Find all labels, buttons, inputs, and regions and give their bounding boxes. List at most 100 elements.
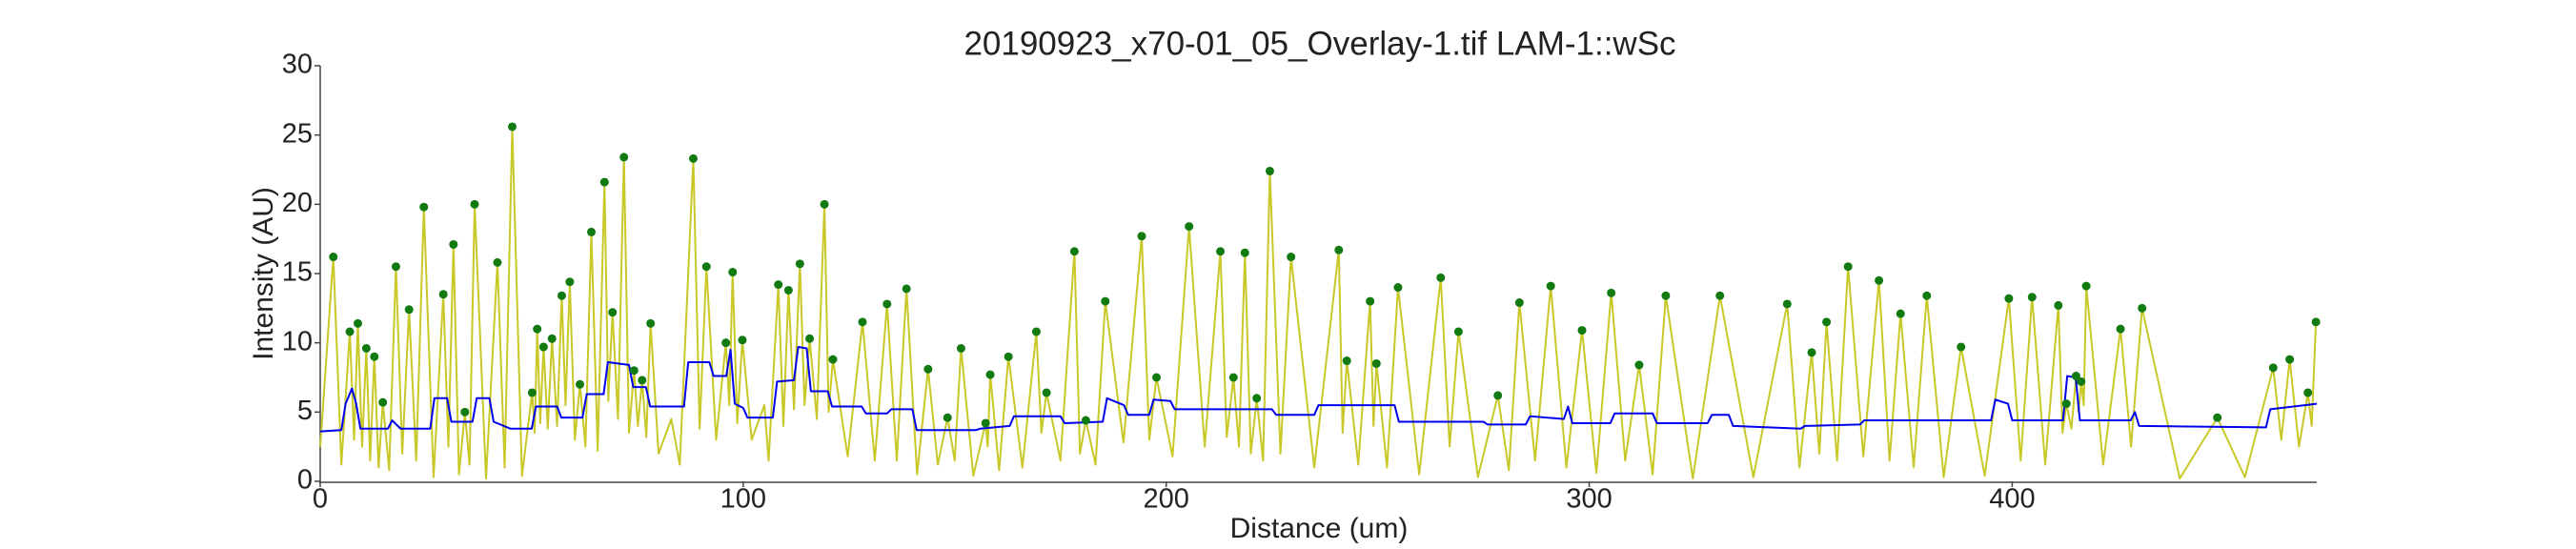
peak-marker [985, 370, 995, 379]
peak-marker [1081, 416, 1090, 425]
peak-marker [619, 152, 629, 162]
peak-marker [1807, 348, 1816, 357]
peak-marker [1715, 291, 1725, 300]
peak-marker [1069, 247, 1079, 256]
peak-marker [858, 317, 867, 327]
peak-marker [638, 376, 647, 385]
peak-marker [1240, 248, 1249, 257]
peak-marker [923, 364, 933, 374]
peak-marker [629, 366, 639, 376]
peak-marker [805, 334, 815, 343]
peak-marker [547, 334, 557, 343]
peak-marker [1152, 373, 1162, 382]
peak-marker [2061, 399, 2071, 409]
peak-marker [1252, 394, 1262, 403]
peak-marker [361, 343, 371, 353]
peak-marker [1366, 296, 1375, 306]
peak-marker [449, 239, 458, 249]
peak-marker [981, 418, 990, 428]
peak-marker [2285, 355, 2295, 364]
peak-marker [1453, 327, 1463, 336]
x-tick-label: 100 [720, 484, 766, 515]
y-tick-label: 10 [282, 326, 313, 356]
peak-marker [587, 227, 597, 236]
peak-marker [1393, 283, 1403, 293]
peak-marker [882, 299, 892, 309]
peak-marker [404, 305, 414, 315]
peak-marker [902, 284, 911, 294]
chart-title: 20190923_x70-01_05_Overlay-1.tif LAM-1::… [963, 25, 1675, 62]
peak-marker [1004, 352, 1013, 361]
y-tick-label: 15 [282, 257, 313, 288]
y-tick-label: 25 [282, 118, 313, 149]
peak-marker [1371, 358, 1381, 368]
peak-marker [391, 262, 400, 272]
peak-marker [1782, 299, 1792, 309]
peak-marker [1342, 356, 1351, 366]
peak-marker [1514, 298, 1524, 308]
peak-marker [354, 318, 363, 328]
x-tick-label: 200 [1144, 484, 1189, 515]
peak-marker [419, 202, 429, 212]
peak-marker [438, 290, 448, 299]
peak-marker [345, 327, 355, 336]
peak-marker [1101, 296, 1110, 306]
peak-marker [370, 352, 379, 361]
peak-marker [1287, 253, 1296, 262]
peak-marker [378, 397, 388, 407]
y-tick-label: 0 [297, 465, 313, 496]
peak-marker [1875, 275, 1884, 285]
peak-marker [2138, 303, 2147, 313]
peak-marker [2027, 293, 2037, 302]
x-tick-label: 0 [313, 484, 328, 515]
x-tick-label: 300 [1566, 484, 1612, 515]
peak-marker [1265, 166, 1274, 175]
peak-marker [1957, 342, 1966, 352]
peak-marker [1577, 326, 1587, 336]
peak-marker [1137, 232, 1146, 241]
peak-marker [533, 324, 542, 334]
peak-marker [599, 177, 609, 187]
peak-marker [1493, 391, 1503, 400]
peak-marker [493, 257, 502, 267]
peak-marker [774, 280, 783, 290]
peak-marker [2071, 372, 2080, 381]
peak-marker [470, 199, 479, 209]
peak-marker [2004, 294, 2014, 303]
data-line [319, 346, 2318, 433]
peak-marker [701, 262, 711, 272]
peak-marker [2311, 317, 2321, 327]
peak-marker [1185, 222, 1194, 232]
peak-marker [2213, 413, 2222, 422]
peak-marker [646, 318, 656, 328]
peak-marker [2303, 388, 2313, 397]
peak-marker [783, 285, 793, 295]
y-axis-label: Intensity (AU) [248, 187, 279, 360]
peak-marker [688, 153, 698, 163]
peak-marker [1334, 245, 1344, 254]
peak-marker [1042, 388, 1051, 397]
y-tick-label: 20 [282, 188, 313, 218]
y-tick-label: 5 [297, 396, 313, 426]
peak-marker [329, 253, 338, 262]
peak-marker [565, 277, 575, 287]
peak-marker [538, 342, 548, 352]
peak-marker [1922, 291, 1932, 300]
x-axis-label: Distance (um) [1230, 513, 1409, 544]
peak-marker [1661, 291, 1671, 300]
peak-marker [2077, 376, 2086, 386]
x-tick-label: 400 [1989, 484, 2035, 515]
peak-marker [795, 259, 804, 269]
peak-marker [1228, 373, 1238, 382]
peak-marker [728, 268, 738, 277]
y-tick-label: 30 [282, 50, 313, 80]
data-line [319, 125, 2318, 480]
peak-marker [2081, 281, 2091, 291]
peak-marker [1607, 288, 1616, 297]
peak-marker [1843, 262, 1853, 272]
peak-marker [943, 413, 952, 422]
peak-marker [2116, 324, 2125, 334]
peak-marker [557, 291, 566, 300]
